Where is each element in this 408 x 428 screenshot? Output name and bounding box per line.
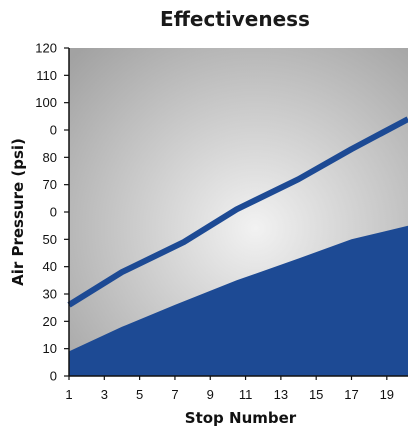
y-tick-label: 70 <box>43 177 57 192</box>
y-tick-label: 120 <box>35 41 57 56</box>
x-axis-label: Stop Number <box>185 409 297 427</box>
y-tick-label: 0 <box>50 123 57 138</box>
x-tick-label: 17 <box>344 387 358 402</box>
x-tick-label: 15 <box>309 387 323 402</box>
x-tick-label: 19 <box>380 387 394 402</box>
y-axis-label: Air Pressure (psi) <box>9 138 27 286</box>
y-tick-label: 50 <box>43 232 57 247</box>
y-tick-label: 110 <box>36 68 57 83</box>
series-line-1 <box>67 116 408 308</box>
series-area-0 <box>69 225 408 376</box>
y-tick-label: 80 <box>43 150 57 165</box>
y-tick-label: 0 <box>50 369 57 384</box>
y-tick-label: 0 <box>50 205 57 220</box>
x-tick-label: 3 <box>101 387 108 402</box>
y-tick-label: 40 <box>43 259 57 274</box>
x-tick-label: 13 <box>274 387 288 402</box>
chart-title: Effectiveness <box>160 7 310 31</box>
x-tick-label: 7 <box>171 387 178 402</box>
x-tick-label: 5 <box>136 387 143 402</box>
x-tick-label: 11 <box>239 387 253 402</box>
x-tick-label: 9 <box>207 387 214 402</box>
y-tick-label: 30 <box>43 287 57 302</box>
y-tick-label: 10 <box>43 341 57 356</box>
y-tick-label: 100 <box>35 95 57 110</box>
y-tick-label: 20 <box>43 314 57 329</box>
x-tick-label: 1 <box>65 387 72 402</box>
